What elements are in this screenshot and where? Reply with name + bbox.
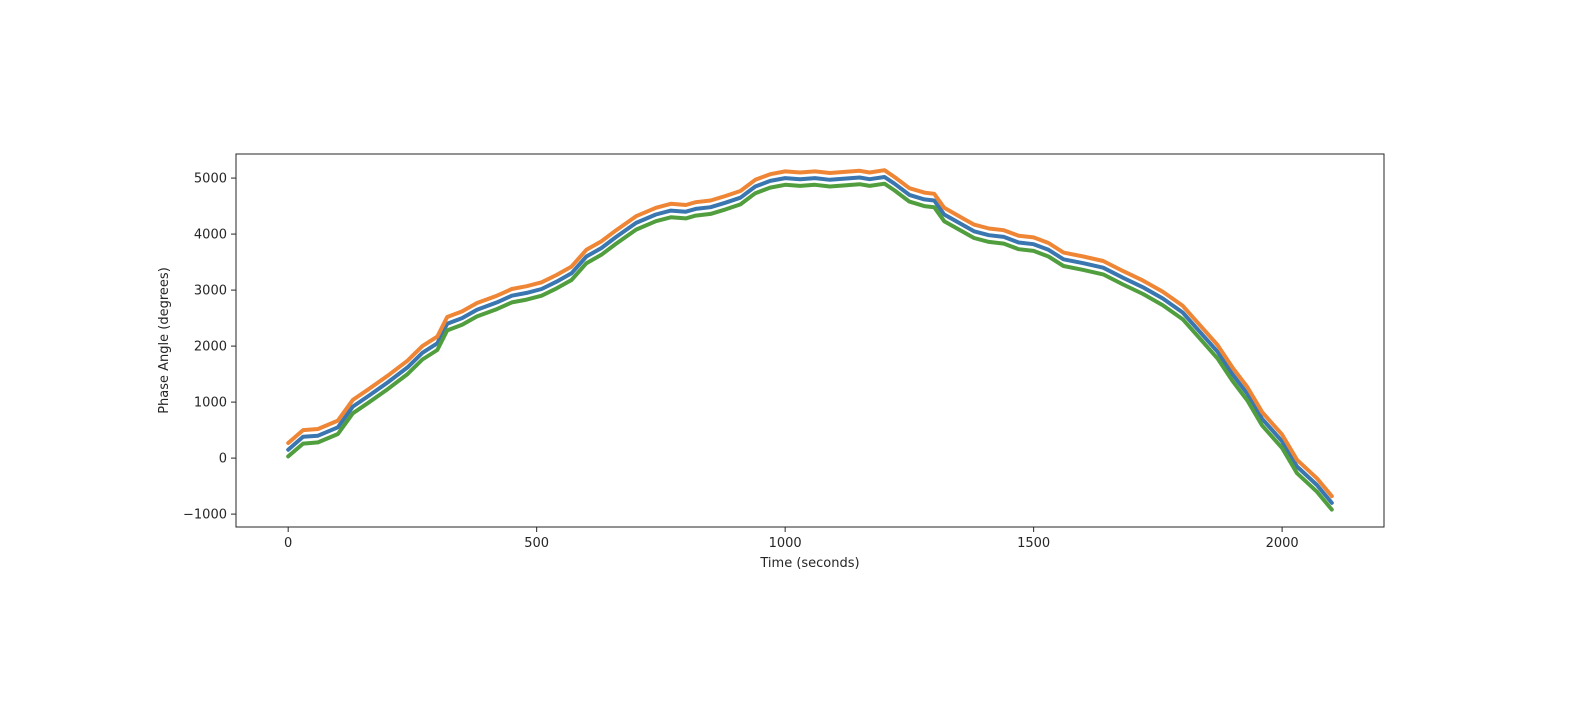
y-tick-label: 4000 <box>194 228 227 243</box>
y-axis-label: Phase Angle (degrees) <box>157 267 172 414</box>
y-axis-ticks: −1000 0 1000 2000 3000 4000 5000 <box>183 172 236 523</box>
series-line-3 <box>286 181 1334 512</box>
series-line-1 <box>286 175 1334 505</box>
x-tick-label: 1500 <box>1017 536 1050 551</box>
x-tick-label: 2000 <box>1266 536 1299 551</box>
y-tick-label: −1000 <box>183 508 227 523</box>
x-tick-label: 1000 <box>769 536 802 551</box>
x-axis-label: Time (seconds) <box>759 556 859 571</box>
series-layer <box>286 168 1334 512</box>
y-tick-label: 3000 <box>194 284 227 299</box>
y-tick-label: 5000 <box>194 172 227 187</box>
x-axis-ticks: 0 500 1000 1500 2000 <box>284 527 1299 551</box>
x-tick-label: 500 <box>524 536 549 551</box>
series-line-2 <box>286 168 1334 499</box>
y-tick-label: 1000 <box>194 396 227 411</box>
x-tick-label: 0 <box>284 536 292 551</box>
plot-frame <box>235 153 1385 528</box>
y-tick-label: 2000 <box>194 340 227 355</box>
y-tick-label: 0 <box>219 452 227 467</box>
